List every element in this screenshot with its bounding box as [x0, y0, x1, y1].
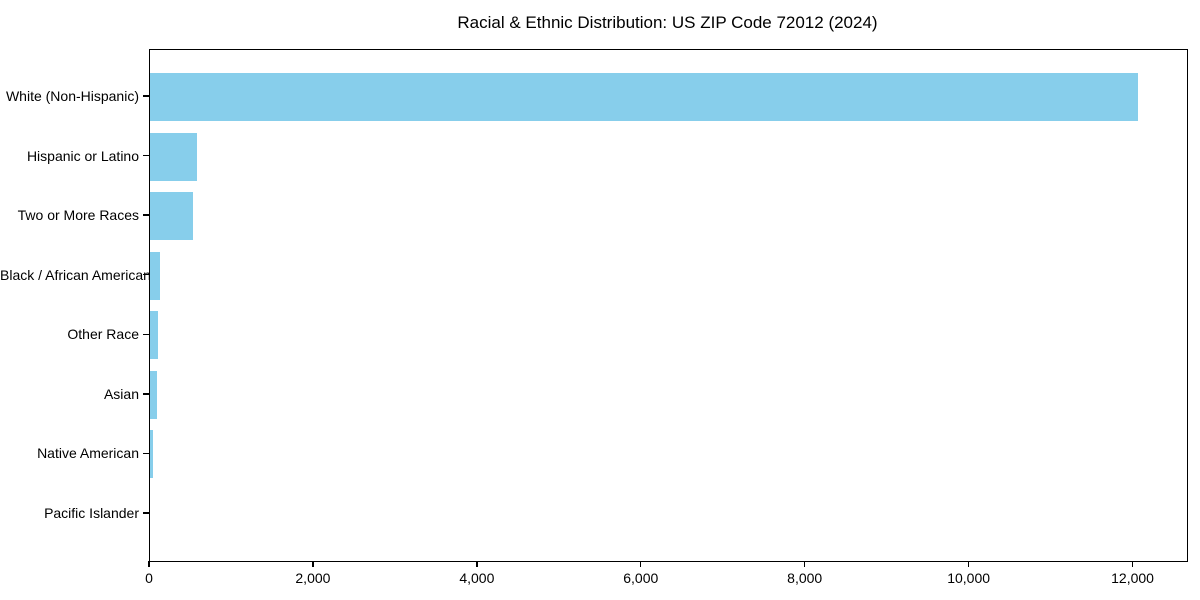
bar-two-or-more-races [150, 192, 193, 241]
y-axis-tick [143, 274, 149, 276]
y-axis-tick [143, 333, 149, 335]
x-axis-tick-label: 4,000 [459, 570, 495, 586]
y-axis-label: Asian [103, 385, 139, 402]
bar-hispanic-or-latino [150, 132, 198, 181]
y-axis-label: Native American [37, 445, 139, 462]
y-axis-tick [143, 452, 149, 455]
x-axis-tick-label: 2,000 [295, 570, 331, 586]
y-axis-label: Other Race [67, 326, 139, 343]
x-axis-tick-label: 12,000 [1111, 570, 1154, 586]
plot-area [149, 49, 1188, 562]
y-axis-tick [143, 214, 149, 216]
y-axis-label: White (Non-Hispanic) [5, 88, 139, 105]
y-axis-label: Pacific Islander [44, 504, 139, 521]
y-axis-label: Hispanic or Latino [26, 147, 139, 164]
x-axis-tick [967, 561, 970, 568]
y-axis-label: Two or More Races [17, 207, 139, 224]
y-axis-tick [143, 154, 149, 157]
y-axis-tick [143, 95, 149, 97]
y-axis-label: Black / African American [0, 266, 151, 283]
x-axis-tick [476, 561, 478, 568]
x-axis-tick [804, 561, 806, 568]
x-axis-tick [1131, 561, 1134, 568]
x-axis-tick [312, 561, 314, 568]
x-axis-tick-label: 6,000 [623, 570, 659, 586]
y-axis-tick [143, 512, 149, 514]
x-axis-tick [148, 561, 150, 568]
x-axis-tick-label: 0 [145, 570, 153, 586]
bar-other-race [150, 311, 159, 360]
x-axis-tick-label: 10,000 [947, 570, 991, 586]
bar-asian [150, 370, 157, 419]
x-axis-tick [640, 561, 642, 568]
bar-black-african-american [150, 251, 160, 300]
bar-white-non-hispanic [150, 73, 1138, 122]
chart-title: Racial & Ethnic Distribution: US ZIP Cod… [457, 13, 878, 32]
x-axis-tick-label: 8,000 [787, 570, 823, 586]
bar-native-american [150, 430, 153, 479]
y-axis-tick [143, 393, 149, 395]
